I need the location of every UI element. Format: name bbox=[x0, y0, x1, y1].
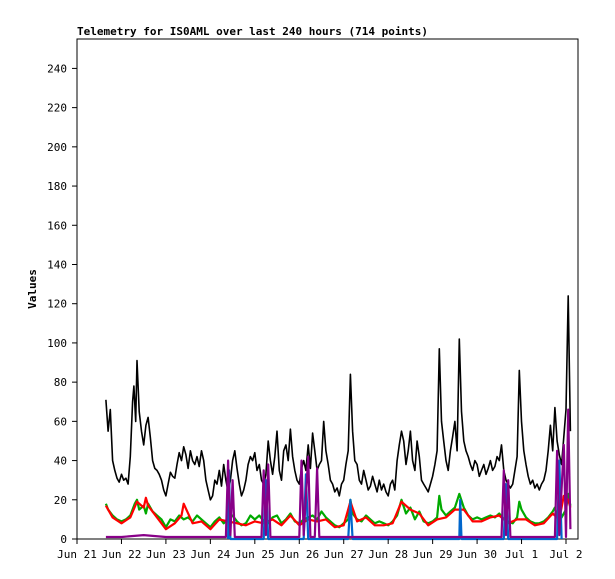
y-tick-label: 20 bbox=[54, 494, 67, 507]
x-tick-label: Jun 26 bbox=[279, 548, 319, 561]
series-line-5 bbox=[105, 408, 572, 539]
y-tick-label: 80 bbox=[54, 376, 67, 389]
y-tick-label: 180 bbox=[47, 180, 67, 193]
x-tick-label: Jun 22 bbox=[102, 548, 142, 561]
y-axis-label: Values bbox=[26, 269, 39, 309]
y-tick-label: 120 bbox=[47, 298, 67, 311]
y-tick-label: 60 bbox=[54, 415, 67, 428]
y-tick-label: 140 bbox=[47, 258, 67, 271]
y-tick-label: 160 bbox=[47, 219, 67, 232]
x-tick-label: Jul 1 bbox=[505, 548, 538, 561]
y-tick-label: 100 bbox=[47, 337, 67, 350]
x-tick-label: Jun 25 bbox=[235, 548, 275, 561]
x-tick-label: Jun 28 bbox=[368, 548, 408, 561]
x-tick-label: Jun 29 bbox=[413, 548, 453, 561]
x-tick-label: Jun 27 bbox=[324, 548, 364, 561]
chart-title: Telemetry for IS0AML over last 240 hours… bbox=[77, 25, 428, 38]
series-line-1 bbox=[105, 295, 572, 501]
x-tick-label: Jun 24 bbox=[190, 548, 230, 561]
series-layer bbox=[104, 295, 572, 541]
x-tick-label: Jun 21 bbox=[57, 548, 97, 561]
x-tick-label: Jun 30 bbox=[457, 548, 497, 561]
y-tick-label: 40 bbox=[54, 455, 67, 468]
y-tick-label: 0 bbox=[60, 533, 67, 546]
x-tick-label: Jun 23 bbox=[146, 548, 186, 561]
y-tick-label: 240 bbox=[47, 62, 67, 75]
y-tick-label: 220 bbox=[47, 102, 67, 115]
axis-layer: 0 20 40 60 80 100 120 140 160 180 200 220 240 Jun 21 J… bbox=[47, 62, 582, 561]
y-tick-label: 200 bbox=[47, 141, 67, 154]
x-tick-label: Jul 2 bbox=[549, 548, 582, 561]
